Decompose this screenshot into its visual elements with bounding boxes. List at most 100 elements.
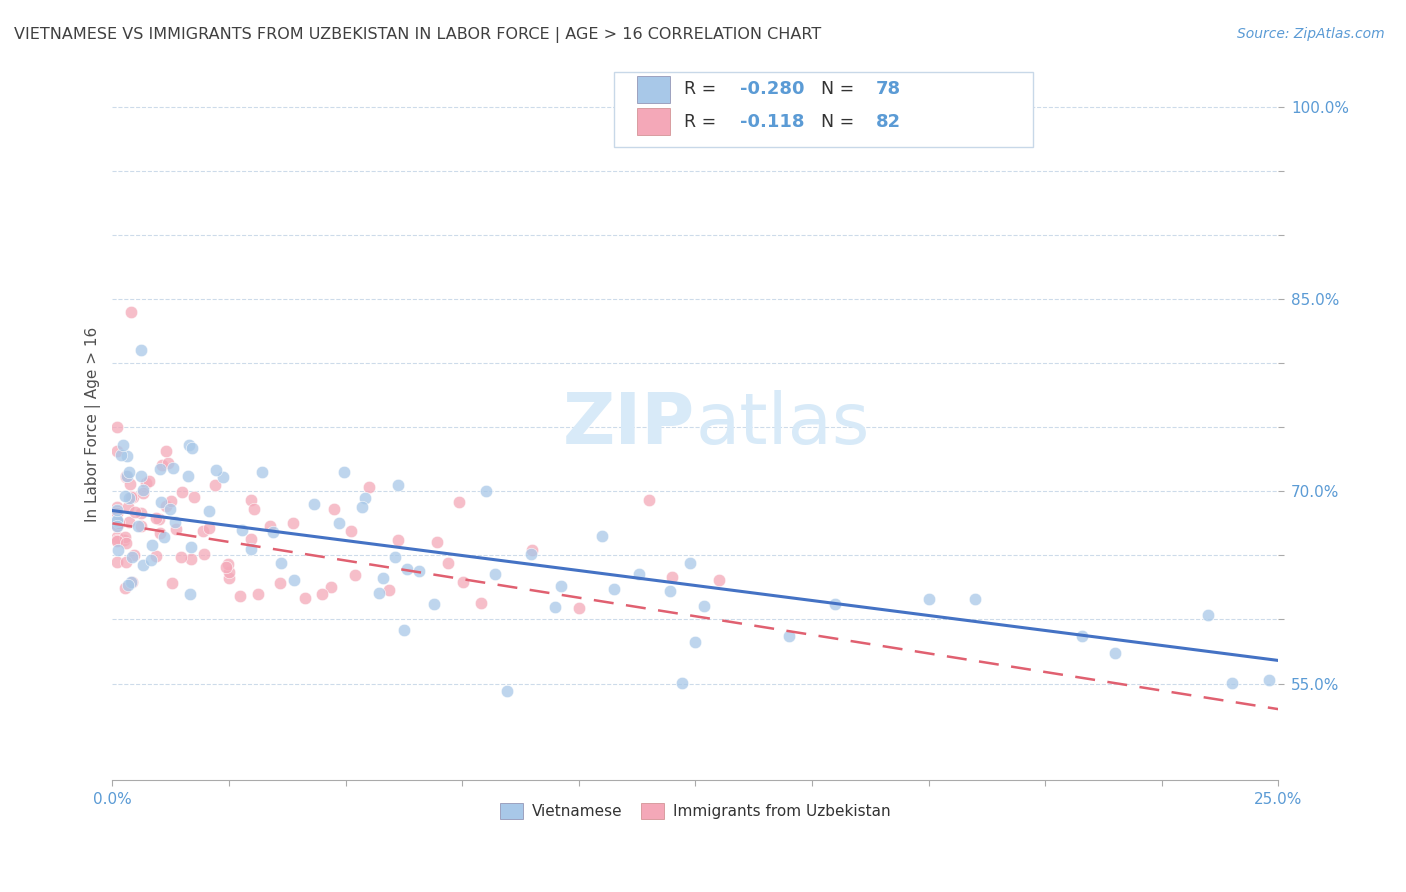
- Point: [117, 500, 139, 515]
- Point: [193, 547, 215, 561]
- Point: [183, 490, 205, 504]
- Point: [115, 555, 138, 569]
- Point: [132, 483, 155, 497]
- Point: [105, 420, 128, 434]
- Point: [129, 506, 152, 520]
- Point: [105, 533, 128, 548]
- Point: [550, 579, 572, 593]
- Point: [240, 492, 263, 507]
- Point: [591, 529, 613, 543]
- Point: [114, 469, 136, 483]
- Point: [496, 683, 519, 698]
- Point: [160, 576, 183, 591]
- Point: [319, 580, 342, 594]
- Point: [105, 503, 128, 517]
- Point: [105, 555, 128, 569]
- Point: [198, 503, 221, 517]
- Point: [392, 623, 415, 637]
- Point: [172, 484, 194, 499]
- Point: [114, 535, 136, 549]
- Point: [155, 499, 177, 513]
- Point: [215, 560, 238, 574]
- Text: atlas: atlas: [696, 390, 870, 458]
- Point: [231, 523, 253, 537]
- Point: [115, 470, 138, 484]
- Point: [824, 597, 846, 611]
- Point: [520, 547, 543, 561]
- Point: [259, 519, 281, 533]
- Point: [328, 516, 350, 530]
- Point: [105, 506, 128, 520]
- Point: [778, 629, 800, 643]
- Point: [121, 574, 143, 589]
- Point: [252, 466, 274, 480]
- Point: [163, 516, 186, 530]
- Point: [122, 548, 145, 562]
- Point: [212, 470, 235, 484]
- Point: [965, 591, 987, 606]
- Point: [568, 600, 591, 615]
- Point: [387, 533, 409, 547]
- Point: [1220, 676, 1243, 690]
- Point: [217, 557, 239, 571]
- Point: [105, 530, 128, 544]
- Point: [229, 590, 252, 604]
- Point: [148, 512, 170, 526]
- Point: [1197, 607, 1219, 622]
- Point: [107, 542, 129, 557]
- Point: [191, 524, 214, 538]
- Text: R =: R =: [683, 112, 721, 130]
- Point: [1071, 629, 1094, 643]
- Point: [150, 458, 173, 472]
- Point: [162, 460, 184, 475]
- Point: [426, 535, 449, 549]
- Point: [155, 443, 177, 458]
- Point: [627, 566, 650, 581]
- Point: [198, 521, 221, 535]
- Point: [387, 478, 409, 492]
- Bar: [637, 108, 669, 135]
- Point: [108, 516, 131, 530]
- Legend: Vietnamese, Immigrants from Uzbekistan: Vietnamese, Immigrants from Uzbekistan: [494, 797, 897, 825]
- Point: [132, 485, 155, 500]
- Point: [262, 525, 284, 540]
- Point: [115, 468, 138, 483]
- Point: [120, 491, 142, 505]
- Point: [395, 561, 418, 575]
- Point: [544, 599, 567, 614]
- Point: [470, 596, 492, 610]
- Point: [243, 501, 266, 516]
- Point: [354, 491, 377, 506]
- Point: [218, 570, 240, 584]
- Point: [159, 502, 181, 516]
- Point: [112, 438, 135, 452]
- Point: [350, 500, 373, 514]
- Text: 82: 82: [876, 112, 901, 130]
- Point: [269, 575, 291, 590]
- Point: [340, 524, 363, 539]
- Point: [707, 573, 730, 587]
- Point: [145, 510, 167, 524]
- Point: [218, 566, 240, 580]
- Point: [451, 574, 474, 589]
- Point: [149, 462, 172, 476]
- Point: [283, 573, 305, 587]
- Point: [367, 586, 389, 600]
- Text: N =: N =: [821, 112, 860, 130]
- Point: [114, 530, 136, 544]
- Point: [240, 532, 263, 546]
- Point: [105, 513, 128, 527]
- Text: -0.280: -0.280: [740, 80, 804, 98]
- Point: [117, 578, 139, 592]
- Point: [105, 519, 128, 533]
- Point: [270, 556, 292, 570]
- Point: [129, 519, 152, 533]
- Point: [149, 525, 172, 540]
- Point: [159, 494, 181, 508]
- Point: [170, 549, 193, 564]
- Point: [105, 533, 128, 547]
- Point: [156, 456, 179, 470]
- Text: -0.118: -0.118: [740, 112, 804, 130]
- Point: [422, 597, 444, 611]
- Point: [124, 505, 146, 519]
